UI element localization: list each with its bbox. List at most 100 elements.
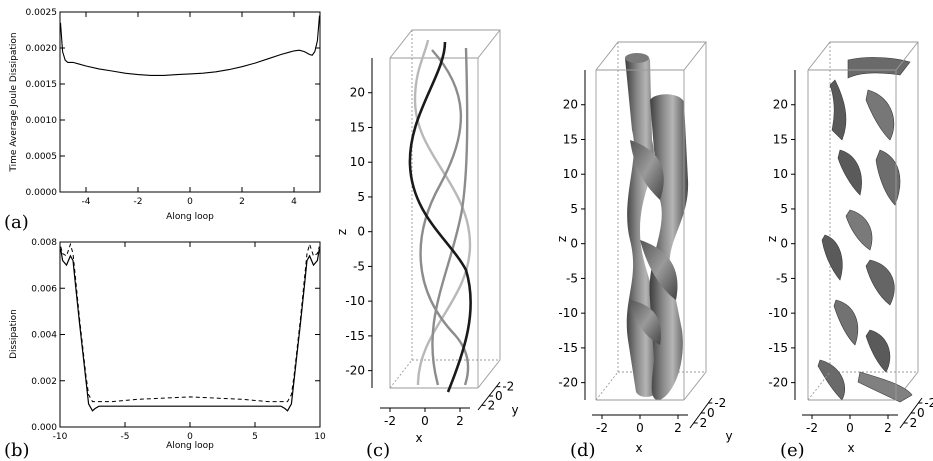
y-axis-title-c: y [511, 403, 518, 417]
z-axis-e: 20 15 10 5 0 -5 -10 -15 -20 [768, 70, 796, 400]
y-tick-label-e-1: 0 [917, 406, 925, 420]
x-tick-label-d-0: -2 [596, 421, 608, 435]
y-tick-label-b-2: 0.004 [31, 331, 57, 341]
z-tick-label-e-0: 20 [773, 98, 788, 112]
plot-frame-b [59, 241, 321, 428]
x-tick-label-e-1: 0 [846, 421, 854, 435]
y-tick-label-c-2: -2 [502, 380, 514, 394]
panel-label-c: (c) [366, 440, 390, 461]
y-tick-label-a-5: 0.0025 [26, 8, 58, 18]
y-tick-label-d-0: 2 [700, 416, 708, 430]
z-tick-label-d-2: 10 [563, 167, 578, 181]
panel-label-e: (e) [780, 440, 805, 461]
x-tick-label-b-2: 0 [187, 432, 193, 442]
box-d-front [595, 41, 707, 401]
ticks-a: -4 -2 0 2 4 0.0000 0.0005 0.0010 0.0015 0.0020 0.0… [26, 8, 320, 207]
z-tick-label-d-0: 20 [563, 98, 578, 112]
x-tick-label-b-4: 10 [314, 432, 326, 442]
ribbon-2 [640, 240, 678, 300]
panel-label-d: (d) [570, 440, 596, 461]
x-tick-label-a-2: 0 [187, 197, 193, 207]
x-tick-label-a-1: -2 [134, 197, 143, 207]
z-tick-label-d-6: -10 [558, 306, 578, 320]
box-e-front [807, 41, 919, 401]
y-tick-label-b-1: 0.002 [31, 377, 57, 387]
z-tick-label-e-7: -15 [768, 341, 788, 355]
x-axis-title-c: x [415, 431, 422, 445]
z-tick-label-c-5: -5 [353, 259, 365, 273]
y-tick-label-e-2: -2 [924, 396, 933, 410]
ribbon-1 [630, 140, 664, 200]
y-axis-d: 20-2 [689, 396, 726, 430]
sheets-e [817, 57, 913, 403]
y-tick-label-c-1: 0 [495, 389, 503, 403]
y-tick-label-e-0: 2 [910, 416, 918, 430]
z-tick-label-c-8: -20 [345, 364, 365, 378]
z-tick-label-e-5: -5 [776, 271, 788, 285]
x-tick-label-d-1: 0 [636, 421, 644, 435]
strand-light [413, 39, 472, 386]
y-axis-title-b: Dissipation [9, 309, 19, 359]
z-tick-label-c-2: 10 [350, 155, 365, 169]
line-b-solid [60, 248, 320, 412]
x-tick-label-c-0: -2 [384, 414, 396, 428]
z-axis-title-e: z [765, 236, 779, 242]
x-tick-label-c-1: 0 [421, 414, 429, 428]
x-tick-label-a-0: -4 [82, 197, 91, 207]
y-tick-label-c-0: 2 [488, 398, 496, 412]
x-tick-label-b-1: -5 [121, 432, 130, 442]
box-c [389, 29, 501, 389]
z-tick-label-d-7: -15 [558, 341, 578, 355]
y-tick-label-a-4: 0.0020 [26, 44, 58, 54]
z-tick-label-e-8: -20 [768, 376, 788, 390]
y-tick-label-b-0: 0.000 [31, 423, 57, 433]
y-axis-e: 20-2 [899, 396, 933, 430]
tube-cap [625, 53, 649, 63]
z-tick-label-d-4: 0 [570, 237, 578, 251]
y-axis-c: 20-2 [477, 380, 514, 412]
x-tick-label-d-2: 2 [674, 421, 682, 435]
z-axis-d: 20 15 10 5 0 -5 -10 -15 -20 [558, 70, 586, 400]
z-tick-label-e-6: -10 [768, 306, 788, 320]
plot-frame-a [59, 11, 321, 193]
x-tick-label-a-4: 4 [291, 197, 297, 207]
x-axis-title-b: Along loop [166, 441, 214, 451]
panel-a: -4 -2 0 2 4 0.0000 0.0005 0.0010 0.0015 0.0020 0.0… [4, 8, 321, 233]
z-axis-title-c: z [335, 229, 349, 235]
y-tick-label-a-2: 0.0010 [26, 116, 58, 126]
y-tick-label-a-1: 0.0005 [26, 152, 58, 162]
y-tick-label-a-0: 0.0000 [26, 188, 58, 198]
z-tick-label-d-5: -5 [566, 271, 578, 285]
z-tick-label-c-1: 15 [350, 120, 365, 134]
line-b-dashed [60, 242, 320, 403]
x-axis-e: -2 0 2 [802, 414, 898, 435]
ticks-b: -10 -5 0 5 10 0.000 0.002 0.004 0.006 0.008 [31, 238, 326, 442]
z-tick-label-e-3: 5 [780, 202, 788, 216]
line-a-solid [59, 15, 321, 76]
z-tick-label-e-2: 10 [773, 167, 788, 181]
strand-gray-2 [431, 47, 469, 386]
x-tick-label-e-0: -2 [806, 421, 818, 435]
z-tick-label-e-1: 15 [773, 132, 788, 146]
x-axis-title-e: x [847, 441, 854, 455]
x-tick-label-c-2: 2 [456, 414, 464, 428]
x-axis-title-a: Along loop [166, 212, 214, 222]
x-axis-c: -2 0 2 [380, 407, 470, 428]
x-axis-d: -2 0 2 [592, 414, 688, 435]
y-tick-label-a-3: 0.0015 [26, 80, 58, 90]
z-axis-c: 20 15 10 5 0 -5 -10 -15 -20 [345, 58, 373, 388]
z-tick-label-d-1: 15 [563, 132, 578, 146]
z-tick-label-d-3: 5 [570, 202, 578, 216]
y-axis-title-a: Time Average Joule Dissipation [9, 32, 19, 172]
z-tick-label-c-0: 20 [350, 86, 365, 100]
panel-b: -10 -5 0 5 10 0.000 0.002 0.004 0.006 0.008 Dissi… [4, 238, 326, 461]
y-tick-label-d-2: -2 [714, 396, 726, 410]
z-tick-label-c-3: 5 [357, 190, 365, 204]
z-tick-label-c-7: -15 [345, 329, 365, 343]
z-tick-label-e-4: 0 [780, 237, 788, 251]
panel-label-a: (a) [4, 212, 29, 233]
